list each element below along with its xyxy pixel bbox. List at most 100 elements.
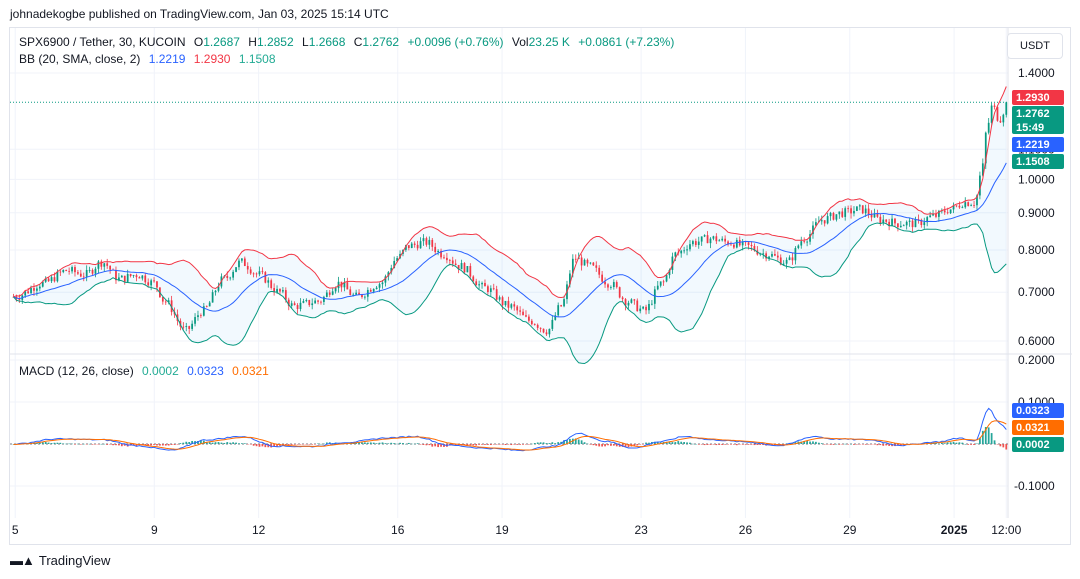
bb-legend: BB (20, SMA, close, 2) 1.2219 1.2930 1.1… [19,52,276,66]
tradingview-logo[interactable]: ▬▲ TradingView [10,553,110,568]
candle-body [674,252,677,257]
macd-histogram-bar [273,444,276,447]
candle-body [495,289,498,300]
chart-canvas[interactable]: 1.40001.10001.00000.90000.80000.70000.60… [10,28,1072,546]
symbol-label[interactable]: SPX6900 / Tether, 30, KUCOIN [19,35,186,49]
volume-value: 23.25 K [528,35,570,49]
candle-body [325,292,328,297]
candle-body [651,303,653,305]
macd-histogram-bar [249,444,252,445]
candle-body [949,209,952,214]
macd-histogram-bar [967,444,970,445]
candle-body [844,208,847,217]
candle-body [238,260,240,268]
macd-histogram-bar [123,444,126,446]
candle-body [653,289,656,304]
volume-change-value: +0.0861 (+7.23%) [578,35,675,49]
macd-histogram-bar [730,444,732,445]
candle-body [636,300,639,312]
macd-histogram-bar [809,441,811,444]
candle-body [964,202,967,208]
candle-body [750,244,753,247]
candle-body [785,259,788,264]
candle-body [287,299,290,306]
candle-body [197,315,199,318]
candle-body [610,287,612,288]
macd-histogram-bar [50,443,53,444]
candle-body [1002,114,1005,123]
macd-histogram-bar [671,442,674,444]
candle-body [929,215,931,218]
time-axis-tick: 9 [151,523,158,537]
open-label: O [193,35,204,49]
chart-container[interactable]: 1.40001.10001.00000.90000.80000.70000.60… [9,27,1072,546]
macd-histogram-bar [489,444,492,446]
bb-basis-value: 1.2219 [148,52,186,66]
candle-body [612,282,615,288]
bb-label[interactable]: BB (20, SMA, close, 2) [19,52,141,66]
currency-button[interactable]: USDT [1007,33,1063,59]
macd-histogram-bar [847,444,849,445]
candle-body [501,297,504,306]
macd-histogram-bar [202,440,205,444]
candle-body [548,328,551,335]
macd-histogram-bar [738,444,741,445]
macd-histogram-bar [173,444,176,445]
macd-histogram-bar [724,444,726,445]
macd-tag [1012,403,1064,418]
open-value: 1.2687 [203,35,240,49]
macd-histogram-bar [378,442,381,444]
macd-histogram-bar [829,444,832,445]
candle-body [457,265,460,270]
candle-body [481,282,483,285]
macd-histogram-bar [539,442,542,444]
candle-body [976,195,978,206]
macd-histogram-bar [200,440,202,444]
macd-histogram-bar [542,442,545,444]
tradingview-brand-label: TradingView [38,553,111,568]
candle-body [639,308,642,312]
candle-body [355,292,358,295]
macd-histogram-bar [686,442,688,444]
candle-body [358,292,360,295]
candle-body [416,244,419,249]
candle-body [419,241,422,249]
candle-body [841,211,844,217]
macd-histogram-bar [387,443,390,444]
candle-body [299,302,302,310]
macd-histogram-bar [832,444,835,445]
candle-body [762,253,765,255]
candle-body [440,250,442,258]
candle-body [601,274,603,282]
macd-histogram-bar [454,444,457,446]
macd-label[interactable]: MACD (12, 26, close) [19,364,134,378]
candle-body [153,280,155,282]
candle-body [510,304,513,308]
macd-histogram-bar [820,443,823,444]
candle-body [536,324,539,328]
candle-body [689,244,691,250]
macd-histogram-bar [82,443,85,445]
candle-body [586,259,589,264]
macd-histogram-bar [519,444,521,445]
candle-body [583,259,586,266]
macd-histogram-bar [569,438,571,444]
macd-histogram-bar [861,444,864,445]
macd-histogram-bar [721,444,724,445]
candle-body [343,282,346,288]
macd-histogram-bar [399,442,401,444]
macd-histogram-bar [267,444,270,448]
macd-histogram-bar [683,442,685,444]
macd-histogram-bar [964,443,967,445]
macd-histogram-bar [759,444,762,445]
candle-body [132,275,135,277]
candle-body [891,218,893,226]
candle-body [850,208,852,214]
candle-body [82,276,85,278]
macd-line-value: 0.0323 [187,364,224,378]
macd-histogram-bar [443,444,445,447]
macd-histogram-bar [364,442,366,444]
candle-body [955,205,958,207]
macd-histogram-bar [159,444,161,446]
macd-histogram-bar [156,444,158,446]
